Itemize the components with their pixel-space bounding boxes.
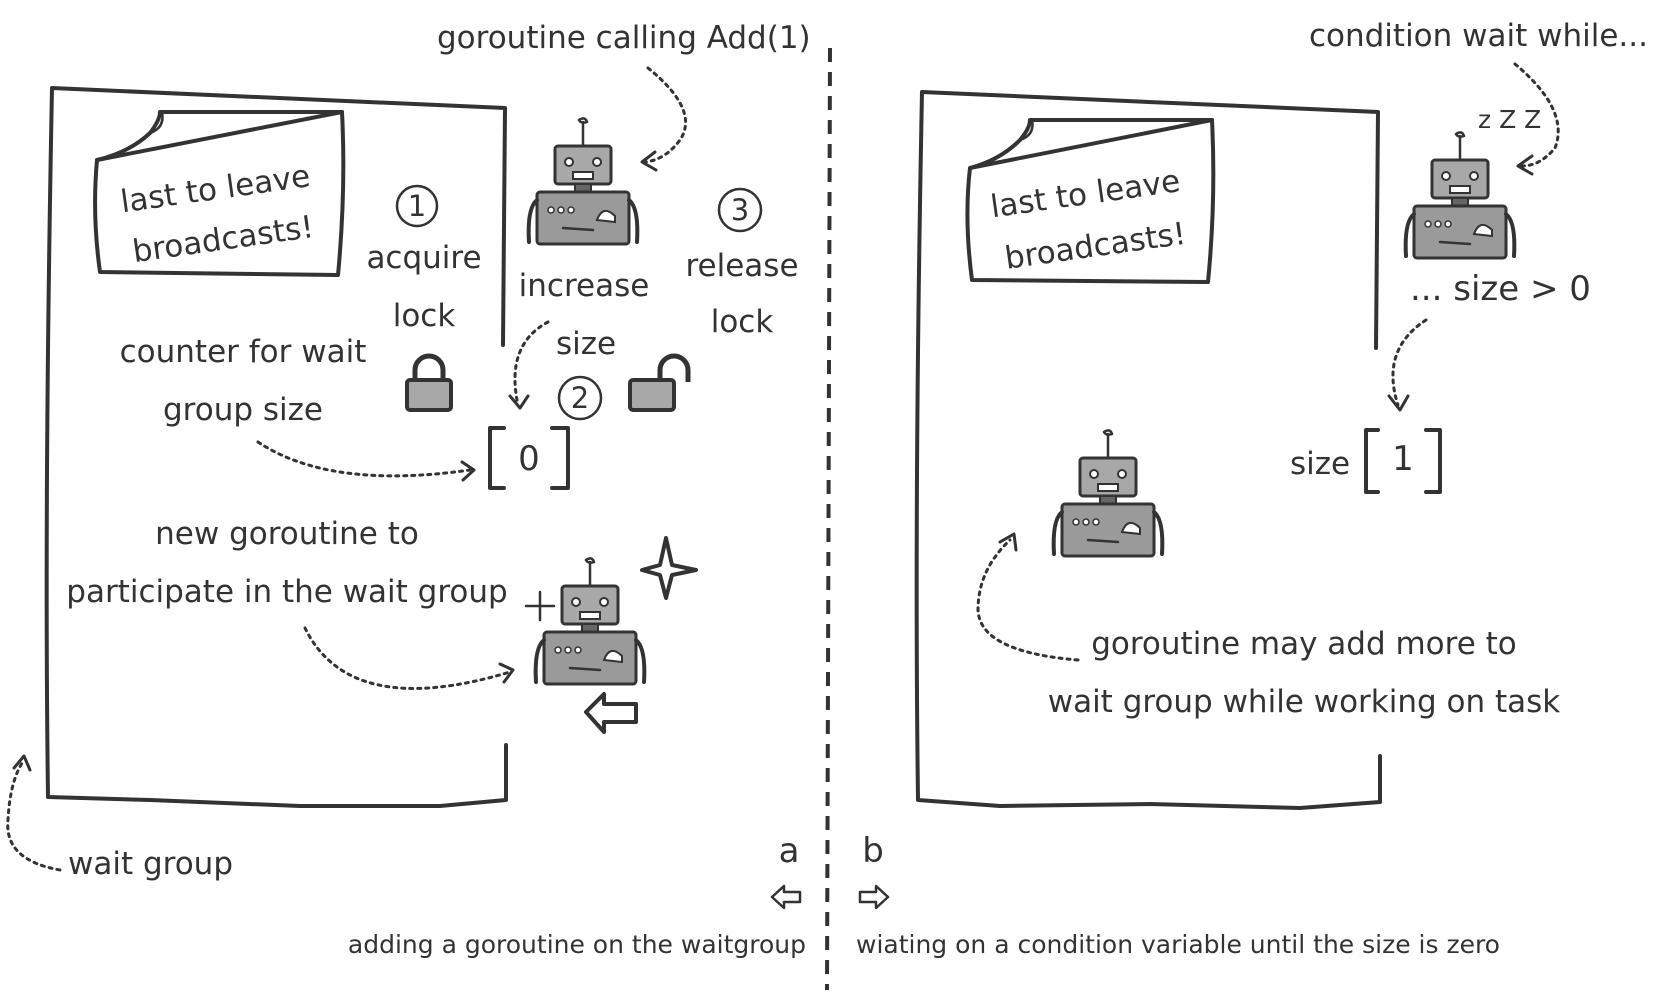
panel-b: last to leave broadcasts! condition wait… [856, 18, 1648, 959]
right-arrow-icon [858, 884, 890, 910]
panel-label-b: b [862, 831, 884, 871]
zzz-label: z Z Z [1478, 105, 1541, 134]
counter-arrowhead [460, 460, 476, 482]
counter-value: 0 [518, 439, 540, 479]
sparkle-small-icon [524, 590, 556, 622]
step3-line1: release [685, 248, 798, 284]
sparkle-large-icon [640, 536, 698, 600]
new-goroutine-line2: participate in the wait group [66, 574, 507, 610]
size-box: 1 [1364, 428, 1442, 494]
wait-group-frame-left [44, 86, 508, 808]
panel-a: last to leave broadcasts! goroutine call… [6, 20, 811, 959]
step2-line2: size [556, 326, 616, 362]
may-add-arrow-path [976, 538, 1080, 662]
counter-line1: counter for wait [120, 334, 367, 370]
note-line1-right: last to leave [988, 163, 1182, 225]
panel-label-a: a [779, 831, 800, 871]
padlock-open-icon [630, 356, 688, 410]
condition-arrowhead [1516, 154, 1534, 176]
robot-calling-icon [526, 116, 640, 246]
caption-b: wiating on a condition variable until th… [856, 930, 1500, 959]
note-card-left: last to leave broadcasts! [93, 110, 346, 277]
step2-circle [557, 375, 603, 421]
caption-a: adding a goroutine on the waitgroup [348, 930, 806, 959]
calling-arrowhead [640, 150, 658, 172]
note-line2-left: broadcasts! [130, 209, 316, 270]
calling-arrow-path [643, 66, 688, 164]
goroutine-calling-label: goroutine calling Add(1) [437, 20, 811, 56]
may-add-line2: wait group while working on task [1048, 684, 1561, 720]
condition-expression: ... size > 0 [1410, 269, 1591, 309]
increase-arrow-path [513, 320, 550, 407]
step1-circle [395, 184, 439, 228]
wait-group-frame-right [914, 90, 1382, 810]
condition-wait-label: condition wait while... [1309, 18, 1648, 54]
wait-group-arrowhead [12, 754, 32, 772]
increase-arrowhead [508, 394, 530, 410]
step2-line1: increase [519, 268, 650, 304]
may-add-arrowhead [998, 532, 1018, 552]
step2-number: 2 [571, 381, 589, 415]
panel-divider [825, 47, 832, 991]
counter-line2: group size [163, 392, 323, 428]
step3-number: 3 [731, 193, 749, 227]
counter-arrow-path [256, 440, 472, 478]
note-line2-right: broadcasts! [1003, 216, 1189, 277]
may-add-line1: goroutine may add more to [1091, 626, 1517, 662]
size-label: size [1290, 446, 1350, 482]
left-arrow-icon [770, 884, 802, 910]
new-goroutine-line1: new goroutine to [155, 516, 419, 552]
note-card-right: last to leave broadcasts! [965, 118, 1216, 284]
step1-line1: acquire [366, 240, 481, 276]
wait-group-label: wait group [68, 846, 233, 882]
wait-group-arrow-path [6, 758, 62, 872]
step3-line2: lock [711, 304, 774, 340]
new-goroutine-arrow-path [303, 626, 512, 690]
padlock-closed-icon [407, 356, 451, 410]
note-line1-left: last to leave [118, 158, 312, 220]
condition-arrow-path [1513, 62, 1560, 168]
condition-to-size-arrowhead [1387, 394, 1410, 412]
step3-circle [717, 187, 763, 233]
size-value: 1 [1392, 439, 1414, 479]
robot-working-icon [1051, 428, 1165, 558]
counter-box: 0 [488, 426, 570, 490]
robot-new-icon [533, 556, 647, 686]
arrow-into-group-icon [584, 692, 638, 734]
robot-sleeping-icon [1403, 130, 1517, 260]
step1-number: 1 [408, 189, 426, 223]
step1-line2: lock [393, 298, 456, 334]
new-goroutine-arrowhead [498, 662, 515, 684]
condition-to-size-arrow-path [1391, 318, 1428, 407]
